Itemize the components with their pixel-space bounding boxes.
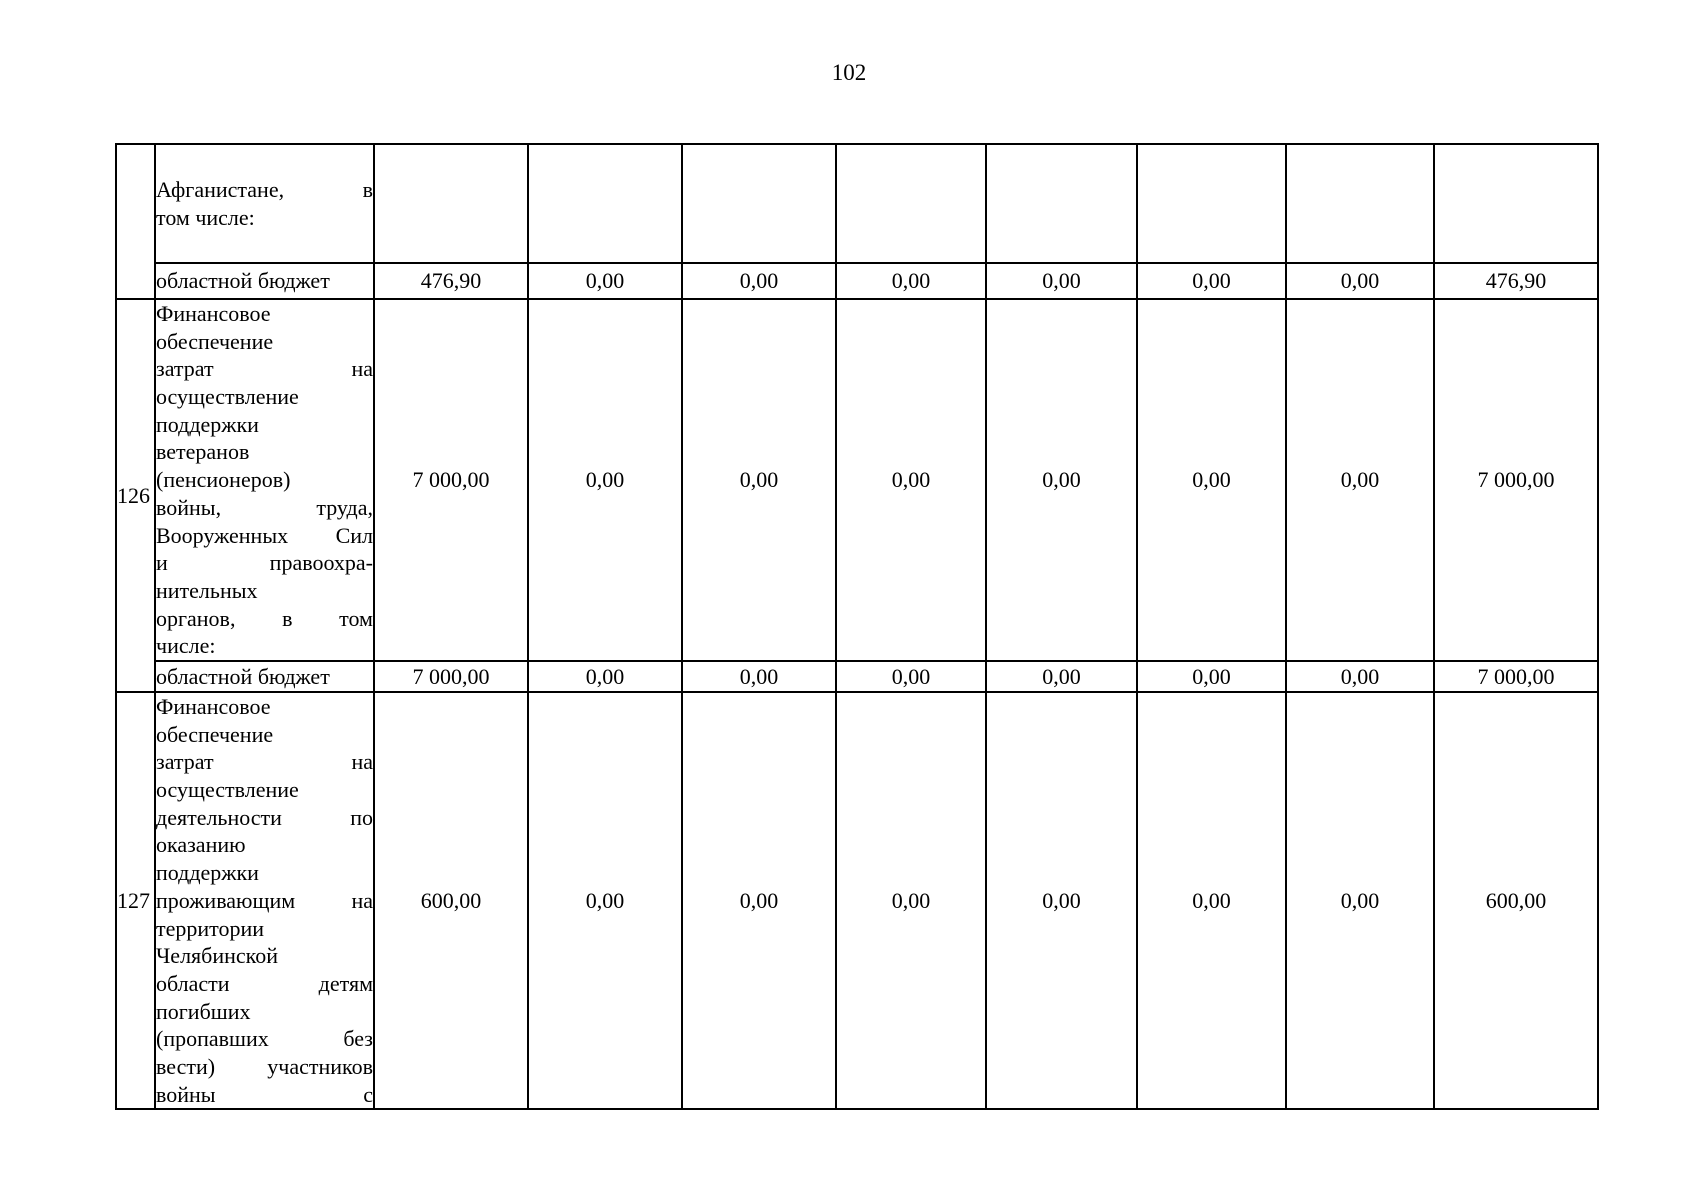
value-cell: 0,00 — [985, 298, 1138, 662]
value-cell: 476,90 — [373, 262, 529, 300]
value-cell — [1136, 143, 1287, 264]
value-cell: 0,00 — [1285, 690, 1435, 1111]
value-cell: 0,00 — [681, 262, 837, 300]
value-cell: 0,00 — [681, 298, 837, 662]
value-cell: 0,00 — [1136, 298, 1287, 662]
value-cell — [985, 143, 1138, 264]
row-number-cell: 127 — [115, 690, 156, 1111]
budget-label-cell: областной бюджет — [154, 660, 375, 693]
table-row-127: 127 Финансовое обеспечение затрат на осущест… — [115, 690, 1599, 1111]
value-cell — [1285, 143, 1435, 264]
value-cell: 7 000,00 — [1433, 660, 1599, 693]
budget-label-cell: областной бюджет — [154, 262, 375, 300]
row-number-cell — [115, 143, 156, 300]
value-cell — [373, 143, 529, 264]
value-cell: 0,00 — [835, 660, 987, 693]
value-cell: 0,00 — [835, 298, 987, 662]
table-row-126: 126 Финансовое обеспечение затрат на осущест… — [115, 298, 1599, 693]
value-cell — [1433, 143, 1599, 264]
table-row-continuation: Афганистане, в том числе: — [115, 143, 1599, 300]
value-cell: 0,00 — [1136, 660, 1287, 693]
value-cell: 0,00 — [527, 262, 683, 300]
table-row-budget: областной бюджет 7 000,00 0,00 0,00 0,00… — [116, 660, 1599, 693]
description-cell: Афганистане, в том числе: — [154, 143, 375, 264]
value-cell: 0,00 — [681, 690, 837, 1111]
value-cell — [527, 143, 683, 264]
description-cell: Финансовое обеспечение затрат на осуществлен… — [154, 690, 375, 1111]
value-cell: 7 000,00 — [1433, 298, 1599, 662]
budget-table: Афганистане, в том числе: областной бюджет… — [115, 143, 1599, 1111]
value-cell: 0,00 — [1285, 298, 1435, 662]
value-cell: 0,00 — [985, 660, 1138, 693]
value-cell: 0,00 — [1136, 262, 1287, 300]
description-cell: Финансовое обеспечение затрат на осуществлен… — [154, 298, 375, 662]
value-cell: 476,90 — [1433, 262, 1599, 300]
value-cell: 0,00 — [835, 262, 987, 300]
value-cell: 0,00 — [1136, 690, 1287, 1111]
table-row-budget: областной бюджет 476,90 0,00 0,00 0,00 0… — [116, 262, 1599, 300]
page-number: 102 — [831, 60, 867, 85]
value-cell — [681, 143, 837, 264]
value-cell: 7 000,00 — [373, 298, 529, 662]
value-cell: 0,00 — [1285, 660, 1435, 693]
value-cell: 0,00 — [985, 690, 1138, 1111]
value-cell — [835, 143, 987, 264]
value-cell: 0,00 — [985, 262, 1138, 300]
value-cell: 600,00 — [373, 690, 529, 1111]
value-cell: 0,00 — [681, 660, 837, 693]
row-number-cell: 126 — [115, 298, 156, 693]
value-cell: 0,00 — [527, 690, 683, 1111]
value-cell: 0,00 — [527, 298, 683, 662]
value-cell: 0,00 — [1285, 262, 1435, 300]
value-cell: 0,00 — [527, 660, 683, 693]
value-cell: 600,00 — [1433, 690, 1599, 1111]
value-cell: 0,00 — [835, 690, 987, 1111]
value-cell: 7 000,00 — [373, 660, 529, 693]
